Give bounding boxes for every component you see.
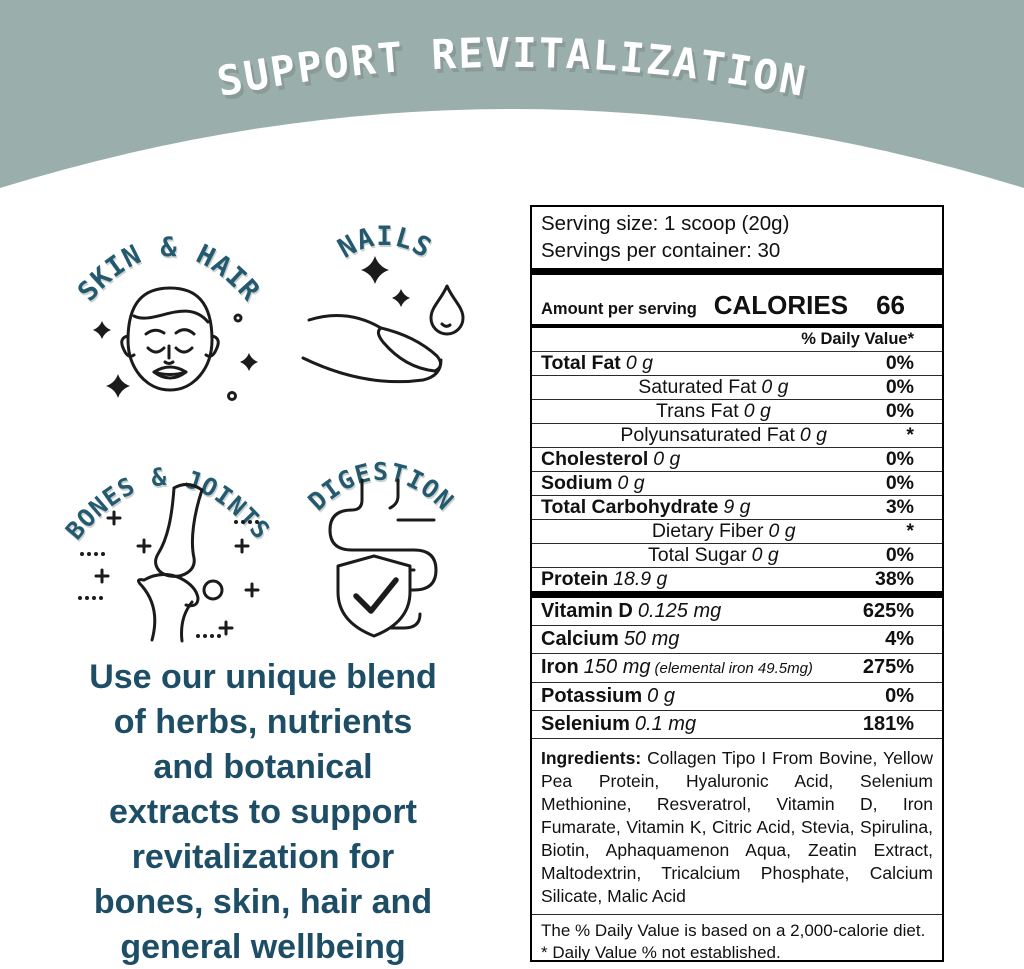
- nutrient-row-total-sugar: Total Sugar 0 g 0%: [532, 544, 942, 568]
- nutrient-row-total-carbohydrate: Total Carbohydrate 9 g 3%: [532, 496, 942, 520]
- divider-thick: [532, 268, 942, 275]
- svg-text:SKIN & HAIR: SKIN & HAIR: [72, 232, 266, 307]
- servings-per-container: Servings per container: 30: [541, 239, 781, 262]
- benefit-nails: NAILS: [295, 208, 475, 384]
- ingredients-block: Ingredients: Collagen Tipo I From Bovine…: [532, 739, 942, 915]
- intestines-shield-icon: [328, 478, 438, 638]
- serving-size: Serving size: 1 scoop (20g): [541, 212, 790, 235]
- amount-per-serving-label: Amount per serving: [541, 300, 697, 318]
- svg-text:DIGESTION: DIGESTION: [303, 457, 460, 516]
- nutrient-row-sodium: Sodium 0 g 0%: [532, 472, 942, 496]
- face-sparkles-icon: [93, 286, 258, 401]
- mineral-row-selenium: Selenium 0.1 mg 181%: [532, 711, 942, 739]
- benefit-paragraph: Use our unique blend of herbs, nutrients…: [89, 658, 437, 966]
- mineral-row-iron: Iron 150 mg (elemental iron 49.5mg) 275%: [532, 654, 942, 683]
- ingredients-text: Collagen Tipo I From Bovine, Yellow Pea …: [541, 748, 933, 906]
- benefit-bones-joints: BONES & JOINTS: [56, 428, 281, 643]
- divider-medium: [532, 324, 942, 328]
- ingredients-label: Ingredients:: [541, 748, 642, 768]
- knee-joint-icon: [78, 483, 260, 643]
- nutrient-row-polyunsaturated-fat: Polyunsaturated Fat 0 g *: [532, 424, 942, 448]
- benefit-digestion-label: DIGESTION: [303, 457, 459, 516]
- serving-info: Serving size: 1 scoop (20g) Servings per…: [532, 207, 942, 268]
- nutrient-row-saturated-fat: Saturated Fat 0 g 0%: [532, 376, 942, 400]
- benefit-nails-label: NAILS: [333, 221, 436, 265]
- svg-text:NAILS: NAILS: [333, 221, 437, 265]
- calories-value: 66: [876, 290, 905, 320]
- nutrition-facts-label: Serving size: 1 scoop (20g) Servings per…: [530, 205, 944, 962]
- nutrient-row-cholesterol: Cholesterol 0 g 0%: [532, 448, 942, 472]
- mineral-row-vitamin-d: Vitamin D 0.125 mg 625%: [532, 598, 942, 626]
- benefit-skin-hair-label: SKIN & HAIR: [72, 232, 265, 307]
- benefit-digestion: DIGESTION: [286, 430, 476, 640]
- nutrient-row-trans-fat: Trans Fat 0 g 0%: [532, 400, 942, 424]
- daily-value-footnote: The % Daily Value is based on a 2,000-ca…: [532, 915, 942, 962]
- footnote-line-2: * Daily Value % not established.: [541, 943, 781, 962]
- nutrient-row-protein: Protein 18.9 g 38%: [541, 568, 914, 590]
- footnote-line-1: The % Daily Value is based on a 2,000-ca…: [541, 921, 926, 940]
- fingernail-drop-icon: [301, 256, 465, 384]
- calories-label: CALORIES: [713, 290, 849, 320]
- benefit-skin-hair: SKIN & HAIR: [62, 200, 277, 405]
- nutrient-row-total-fat: Total Fat 0 g 0%: [532, 352, 942, 376]
- divider-thick: [532, 591, 942, 598]
- calories-row: Amount per serving CALORIES 66: [532, 275, 942, 324]
- daily-value-header: % Daily Value*: [532, 328, 942, 352]
- mineral-row-potassium: Potassium 0 g 0%: [532, 683, 942, 711]
- mineral-row-calcium: Calcium 50 mg 4%: [532, 626, 942, 654]
- nutrient-row-dietary-fiber: Dietary Fiber 0 g *: [532, 520, 942, 544]
